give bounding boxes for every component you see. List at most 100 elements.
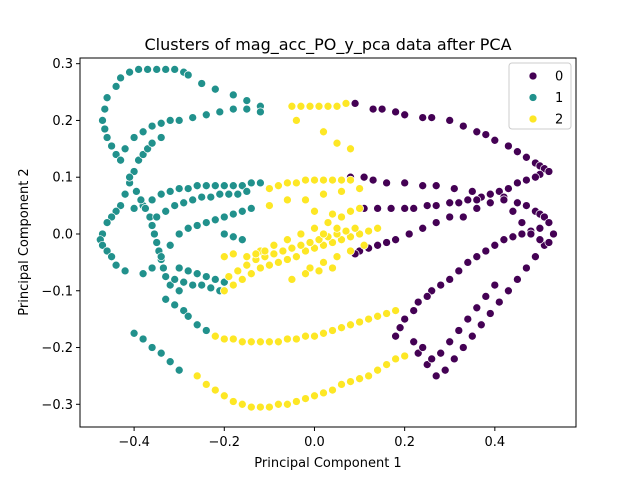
data-point-cluster-2 xyxy=(237,337,247,347)
data-point-cluster-2 xyxy=(256,263,265,273)
data-point-cluster-0 xyxy=(485,309,495,318)
data-point-cluster-1 xyxy=(98,116,107,125)
data-point-cluster-0 xyxy=(382,178,391,188)
data-point-cluster-2 xyxy=(301,331,310,341)
data-point-cluster-1 xyxy=(201,326,211,335)
data-point-cluster-0 xyxy=(476,320,486,330)
data-point-cluster-0 xyxy=(431,371,441,381)
data-point-cluster-0 xyxy=(409,306,419,315)
data-point-cluster-1 xyxy=(201,272,211,281)
data-point-cluster-2 xyxy=(305,263,315,273)
data-point-cluster-2 xyxy=(310,391,319,401)
data-point-cluster-2 xyxy=(355,374,364,384)
data-point-cluster-2 xyxy=(296,101,306,111)
data-point-cluster-2 xyxy=(292,252,301,262)
data-point-cluster-1 xyxy=(156,348,166,358)
data-point-cluster-2 xyxy=(251,249,261,259)
data-point-cluster-0 xyxy=(467,187,477,196)
data-point-cluster-0 xyxy=(427,113,437,122)
data-point-cluster-0 xyxy=(504,184,513,193)
data-point-cluster-2 xyxy=(283,399,292,409)
data-point-cluster-1 xyxy=(215,107,225,117)
data-point-cluster-1 xyxy=(138,334,148,344)
data-point-cluster-0 xyxy=(508,232,518,242)
data-point-cluster-0 xyxy=(463,258,473,267)
data-point-cluster-2 xyxy=(373,223,382,233)
data-point-cluster-1 xyxy=(102,218,112,227)
data-point-cluster-1 xyxy=(129,167,139,176)
data-point-cluster-0 xyxy=(445,116,455,125)
data-point-cluster-2 xyxy=(242,252,252,262)
data-point-cluster-0 xyxy=(463,195,473,205)
data-point-cluster-0 xyxy=(445,198,455,208)
data-point-cluster-2 xyxy=(346,206,355,216)
data-point-cluster-2 xyxy=(332,138,342,148)
data-point-cluster-1 xyxy=(161,65,171,74)
data-point-cluster-1 xyxy=(206,192,216,202)
data-point-cluster-0 xyxy=(472,303,482,313)
data-point-cluster-1 xyxy=(165,280,175,290)
data-point-cluster-0 xyxy=(472,252,482,262)
data-point-cluster-0 xyxy=(494,297,504,307)
data-point-cluster-1 xyxy=(111,150,121,159)
data-point-cluster-0 xyxy=(499,195,509,205)
legend-label-0: 0 xyxy=(555,70,563,85)
data-point-cluster-1 xyxy=(188,113,198,122)
data-point-cluster-0 xyxy=(517,229,527,239)
data-point-cluster-2 xyxy=(201,380,211,389)
data-point-cluster-0 xyxy=(481,292,491,301)
data-point-cluster-0 xyxy=(418,343,428,352)
data-point-cluster-2 xyxy=(337,235,346,245)
data-point-cluster-2 xyxy=(355,184,364,193)
data-point-cluster-2 xyxy=(319,189,328,199)
data-point-cluster-1 xyxy=(179,306,189,315)
data-point-cluster-0 xyxy=(427,286,437,296)
data-point-cluster-1 xyxy=(165,187,175,196)
data-point-cluster-1 xyxy=(256,178,265,188)
data-point-cluster-1 xyxy=(183,223,193,233)
data-point-cluster-2 xyxy=(219,334,229,344)
data-point-cluster-0 xyxy=(436,280,446,290)
data-point-cluster-1 xyxy=(100,124,110,134)
data-point-cluster-1 xyxy=(174,184,184,193)
data-point-cluster-1 xyxy=(156,118,166,128)
data-point-cluster-1 xyxy=(192,181,202,191)
data-point-cluster-1 xyxy=(246,204,256,213)
data-point-cluster-0 xyxy=(409,337,419,347)
data-point-cluster-2 xyxy=(346,232,355,242)
data-point-cluster-2 xyxy=(219,391,229,401)
data-point-cluster-2 xyxy=(296,229,306,239)
data-point-cluster-1 xyxy=(138,150,148,159)
data-point-cluster-1 xyxy=(188,195,198,205)
legend-box xyxy=(508,62,572,130)
data-point-cluster-2 xyxy=(246,337,256,347)
data-point-cluster-2 xyxy=(274,399,283,409)
data-point-cluster-1 xyxy=(111,260,121,270)
x-tick-label: 0.2 xyxy=(394,435,415,450)
legend-marker-0 xyxy=(528,71,538,81)
data-point-cluster-1 xyxy=(219,277,229,287)
data-point-cluster-1 xyxy=(147,195,157,205)
data-point-cluster-0 xyxy=(449,184,459,193)
data-point-cluster-2 xyxy=(319,229,328,239)
data-point-cluster-2 xyxy=(301,195,310,205)
data-point-cluster-1 xyxy=(165,116,175,125)
data-point-cluster-1 xyxy=(228,181,238,191)
data-point-cluster-2 xyxy=(292,116,301,125)
legend-marker-2 xyxy=(528,114,538,124)
data-point-cluster-2 xyxy=(332,252,342,262)
data-point-cluster-2 xyxy=(269,240,279,250)
data-point-cluster-0 xyxy=(440,365,450,375)
data-point-cluster-2 xyxy=(283,235,292,245)
data-point-cluster-1 xyxy=(111,82,121,91)
data-point-cluster-1 xyxy=(237,206,247,216)
data-point-cluster-0 xyxy=(513,275,522,284)
data-point-cluster-2 xyxy=(341,99,351,108)
y-tick-label: 0.1 xyxy=(52,171,73,186)
data-point-cluster-0 xyxy=(418,181,428,191)
data-point-cluster-0 xyxy=(472,127,482,137)
data-point-cluster-1 xyxy=(228,232,238,242)
data-point-cluster-1 xyxy=(143,65,152,74)
data-point-cluster-0 xyxy=(400,178,410,188)
